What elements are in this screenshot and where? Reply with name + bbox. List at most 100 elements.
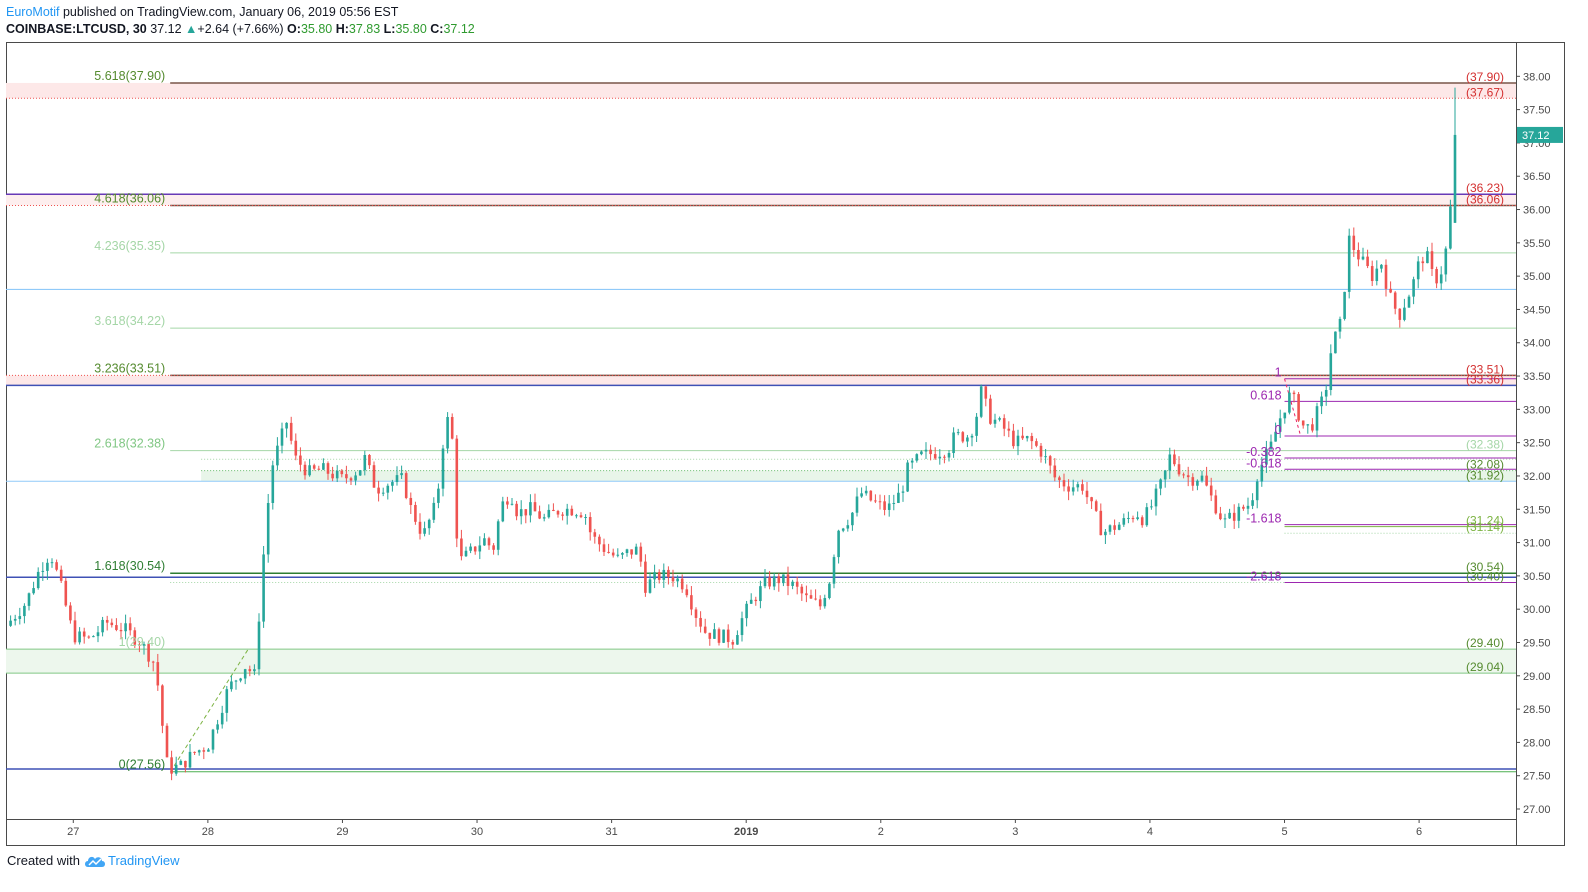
candle-body <box>832 557 836 584</box>
level-price-label: (32.08) <box>1466 458 1504 472</box>
candle-body <box>230 681 233 690</box>
time-axis[interactable]: 27 28 29 30 31 2019 2 3 4 5 6 <box>67 819 1422 838</box>
candle-body <box>897 492 900 503</box>
candle-body <box>133 630 137 645</box>
candle-body <box>943 456 946 458</box>
candle-body <box>690 595 693 610</box>
candle-body <box>478 545 482 552</box>
candle-body <box>851 512 854 526</box>
candle-body <box>460 538 463 557</box>
candle-body <box>1338 318 1342 332</box>
candle-body <box>110 622 114 626</box>
price-tick-label: 36.00 <box>1523 205 1551 217</box>
candle-body <box>1214 495 1218 514</box>
price-tick-label: 34.00 <box>1523 338 1551 350</box>
author-link[interactable]: EuroMotif <box>6 5 60 19</box>
candle-body <box>855 496 859 513</box>
zone-1 <box>6 194 1516 206</box>
candle-body <box>1127 517 1130 519</box>
candle-body <box>883 501 886 510</box>
candle-body <box>1223 518 1227 520</box>
price-tick-label: 28.50 <box>1523 704 1551 716</box>
candle-body <box>552 509 555 511</box>
candle-body <box>400 473 403 476</box>
candle-body <box>1449 206 1452 249</box>
candle-body <box>372 465 376 488</box>
price-tick-label: 30.00 <box>1523 604 1551 616</box>
level-price-label: (33.51) <box>1466 362 1504 376</box>
candle-body <box>9 620 12 626</box>
labels-layer: (37.90)(37.67) (36.23)(36.06) (33.51)(33.3… <box>94 69 1504 772</box>
candle-body <box>138 644 141 646</box>
time-tick-label: 2 <box>878 826 884 838</box>
candle-body <box>1384 264 1388 289</box>
candle-body <box>41 570 45 572</box>
tradingview-logo[interactable]: TradingView <box>84 853 180 868</box>
candle-body <box>36 571 40 589</box>
candle-body <box>101 619 104 633</box>
price-tick-label: 31.00 <box>1523 538 1551 550</box>
candle-body <box>1334 331 1337 354</box>
candle-body <box>648 579 652 593</box>
level-price-label: (29.04) <box>1466 660 1504 674</box>
candle-body <box>1035 441 1038 446</box>
price-tick-label: 28.00 <box>1523 737 1551 749</box>
candle-body <box>1274 431 1277 442</box>
candle-body <box>1375 268 1379 282</box>
candle-body <box>483 538 486 546</box>
candle-body <box>1228 512 1231 519</box>
candle-body <box>1085 490 1089 498</box>
candle-body <box>1380 264 1383 269</box>
horizontal-lines-layer <box>6 82 1516 773</box>
candle-body <box>18 616 22 619</box>
candle-body <box>680 578 684 590</box>
symbol-label[interactable]: COINBASE:LTCUSD, 30 <box>6 22 147 36</box>
price-tick-label: 31.50 <box>1523 504 1551 516</box>
zone-4 <box>6 649 1516 674</box>
candle-body <box>1159 479 1162 489</box>
candle-body <box>754 599 758 602</box>
candle-body <box>1389 288 1392 293</box>
candle-body <box>602 544 606 552</box>
candle-body <box>1232 512 1236 521</box>
candle-body <box>786 574 790 586</box>
candle-body <box>437 488 440 503</box>
candle-body <box>763 577 767 587</box>
candle-body <box>225 689 229 713</box>
candle-body <box>156 662 160 686</box>
candle-body <box>915 454 919 461</box>
fib-ext-label: 3.236(33.51) <box>94 361 165 375</box>
level-price-label: (29.40) <box>1466 636 1504 650</box>
candle-body <box>864 490 868 494</box>
candle-body <box>621 553 624 555</box>
fib-retrace-label: -2.618 <box>1246 570 1281 584</box>
candle-body <box>869 490 873 501</box>
candle-body <box>188 751 192 768</box>
candle-body <box>1283 412 1287 419</box>
fib-ext-label: 4.618(36.06) <box>94 192 165 206</box>
candle-body <box>575 515 578 517</box>
candle-body <box>952 432 955 454</box>
candle-body <box>1370 266 1374 282</box>
candle-body <box>1426 251 1429 264</box>
candle-body <box>791 581 794 586</box>
candle-body <box>657 572 661 580</box>
candle-body <box>671 577 675 582</box>
publish-line: EuroMotif published on TradingView.com, … <box>6 3 1566 21</box>
candle-body <box>161 685 164 726</box>
candle-body <box>27 593 31 606</box>
candle-body <box>1416 261 1420 280</box>
candle-body <box>561 514 564 516</box>
candle-body <box>1136 517 1139 520</box>
candle-body <box>1108 525 1112 532</box>
candle-body <box>317 468 321 470</box>
price-axis[interactable]: 27.00 27.50 28.00 28.50 29.00 29.50 30.00 30.50… <box>1516 71 1563 816</box>
candle-body <box>924 449 928 452</box>
candle-body <box>975 416 978 436</box>
open-label: O: <box>287 22 301 36</box>
candle-body <box>115 625 118 630</box>
candle-body <box>703 626 707 633</box>
candle-body <box>1090 497 1093 502</box>
candle-body <box>78 631 81 643</box>
